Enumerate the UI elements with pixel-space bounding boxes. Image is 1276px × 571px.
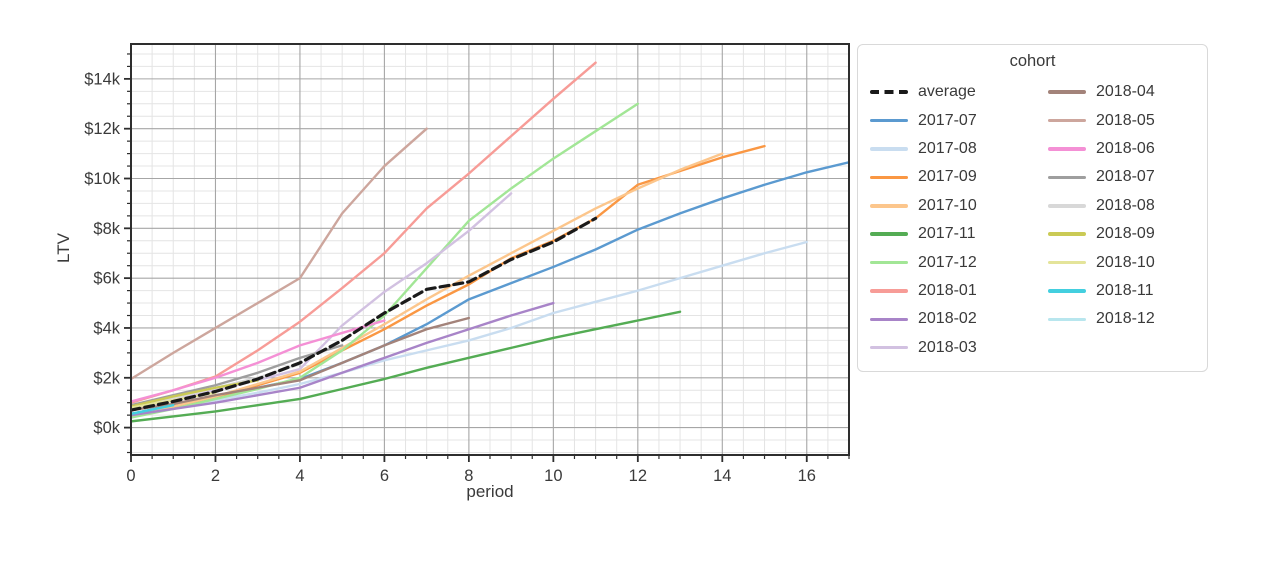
legend-swatch-2018-01 xyxy=(870,289,908,293)
x-tick-label: 16 xyxy=(798,467,816,485)
legend-item-label: 2017-12 xyxy=(918,253,977,271)
legend-box: cohort average 2017-07 2017-08 2017-09 2017-… xyxy=(857,44,1208,372)
legend-item-label: 2017-11 xyxy=(918,225,976,243)
series-line-2018-02 xyxy=(131,301,555,417)
legend-item-label: average xyxy=(918,83,976,101)
tick-labels: 0 2 4 6 8 10 12 14 16 $0k $2k $4k $6k $8k $10k $12k $14k xyxy=(84,70,816,485)
legend-item-label: 2017-09 xyxy=(918,168,977,186)
x-tick-label: 0 xyxy=(126,467,135,485)
x-tick-label: 10 xyxy=(544,467,562,485)
legend-swatch-2017-08 xyxy=(870,147,908,151)
legend-item-2017-07: 2017-07 xyxy=(870,106,977,134)
series-line-2017-12 xyxy=(131,102,640,419)
series-line-2017-11 xyxy=(131,310,682,423)
legend-swatch-2017-11 xyxy=(870,232,908,236)
legend-item-2018-02: 2018-02 xyxy=(870,305,977,333)
series-line-2018-11 xyxy=(131,403,175,416)
legend-item-average: average xyxy=(870,78,977,106)
legend-item-2018-07: 2018-07 xyxy=(1048,163,1155,191)
series-line-2018-06 xyxy=(131,319,386,403)
legend-item-2017-11: 2017-11 xyxy=(870,220,977,248)
legend-swatch-2017-10 xyxy=(870,204,908,208)
y-tick-label: $8k xyxy=(93,220,120,238)
legend-item-2018-09: 2018-09 xyxy=(1048,220,1155,248)
y-tick-label: $10k xyxy=(84,170,121,188)
legend-item-2018-12: 2018-12 xyxy=(1048,305,1155,333)
legend-swatch-2018-05 xyxy=(1048,118,1086,123)
legend-item-2017-09: 2017-09 xyxy=(870,163,977,191)
legend-column-1: average 2017-07 2017-08 2017-09 2017-10 2017-… xyxy=(870,78,977,362)
series-line-2017-08 xyxy=(131,240,808,417)
legend-column-2: 2018-04 2018-05 2018-06 2018-07 2018-08 2018-… xyxy=(1048,78,1155,334)
legend-swatch-2018-03 xyxy=(870,345,908,350)
series-line-average xyxy=(131,216,598,412)
legend-swatch-2018-11 xyxy=(1048,289,1086,293)
legend-item-label: 2018-08 xyxy=(1096,196,1155,214)
legend-swatch-2018-02 xyxy=(870,317,908,322)
legend-item-label: 2018-10 xyxy=(1096,253,1155,271)
x-axis-label: period xyxy=(466,482,514,501)
legend-item-2018-08: 2018-08 xyxy=(1048,192,1155,220)
legend-item-label: 2017-07 xyxy=(918,111,977,129)
x-tick-label: 2 xyxy=(211,467,220,485)
legend-swatch-2017-12 xyxy=(870,260,908,265)
legend-item-label: 2018-01 xyxy=(918,281,977,299)
legend-swatch-average xyxy=(870,90,908,95)
legend-item-2018-10: 2018-10 xyxy=(1048,248,1155,276)
legend-item-2018-03: 2018-03 xyxy=(870,334,977,362)
x-tick-label: 8 xyxy=(464,467,473,485)
legend-swatch-2018-04 xyxy=(1048,90,1086,94)
legend-item-label: 2018-07 xyxy=(1096,168,1155,186)
y-tick-label: $0k xyxy=(93,419,120,437)
legend-swatch-2018-06 xyxy=(1048,147,1086,151)
x-tick-label: 12 xyxy=(629,467,647,485)
legend-item-label: 2018-09 xyxy=(1096,225,1155,243)
legend-item-label: 2018-11 xyxy=(1096,281,1154,299)
legend-swatch-2017-09 xyxy=(870,175,908,180)
legend-item-2018-04: 2018-04 xyxy=(1048,78,1155,106)
legend-item-2018-05: 2018-05 xyxy=(1048,106,1155,134)
legend-swatch-2018-10 xyxy=(1048,260,1086,265)
legend-swatch-2018-09 xyxy=(1048,232,1086,236)
legend-title: cohort xyxy=(1009,52,1056,70)
x-tick-label: 14 xyxy=(713,467,731,485)
legend-swatch-2018-12 xyxy=(1048,317,1086,322)
series-line-2018-09 xyxy=(131,379,259,408)
legend-item-label: 2017-08 xyxy=(918,139,977,157)
y-tick-label: $6k xyxy=(93,270,120,288)
series-line-2018-05 xyxy=(131,127,428,381)
legend-item-2017-10: 2017-10 xyxy=(870,192,977,220)
y-tick-label: $2k xyxy=(93,369,120,387)
series-line-2018-07 xyxy=(131,344,344,407)
legend-item-label: 2018-06 xyxy=(1096,139,1155,157)
legend-item-2017-12: 2017-12 xyxy=(870,248,977,276)
legend-swatch-2017-07 xyxy=(870,118,908,123)
legend-item-2018-06: 2018-06 xyxy=(1048,135,1155,163)
legend-item-2018-01: 2018-01 xyxy=(870,277,977,305)
legend-item-2018-11: 2018-11 xyxy=(1048,277,1155,305)
legend-item-2017-08: 2017-08 xyxy=(870,135,977,163)
legend-swatch-2018-07 xyxy=(1048,175,1086,180)
grid xyxy=(130,44,849,455)
y-tick-label: $4k xyxy=(93,319,120,337)
legend-item-label: 2018-03 xyxy=(918,338,977,356)
y-tick-label: $12k xyxy=(84,120,121,138)
x-tick-label: 6 xyxy=(380,467,389,485)
legend-swatch-2018-08 xyxy=(1048,204,1086,208)
legend-item-label: 2018-04 xyxy=(1096,83,1155,101)
legend-item-label: 2018-02 xyxy=(918,310,977,328)
legend-item-label: 2018-12 xyxy=(1096,310,1155,328)
legend-item-label: 2017-10 xyxy=(918,196,977,214)
x-tick-label: 4 xyxy=(295,467,304,485)
series-lines xyxy=(131,61,849,423)
y-axis-label: LTV xyxy=(54,233,73,263)
series-line-2018-04 xyxy=(131,316,471,412)
axes-frame xyxy=(124,43,850,462)
legend-item-label: 2018-05 xyxy=(1096,111,1155,129)
y-tick-label: $14k xyxy=(84,70,121,88)
